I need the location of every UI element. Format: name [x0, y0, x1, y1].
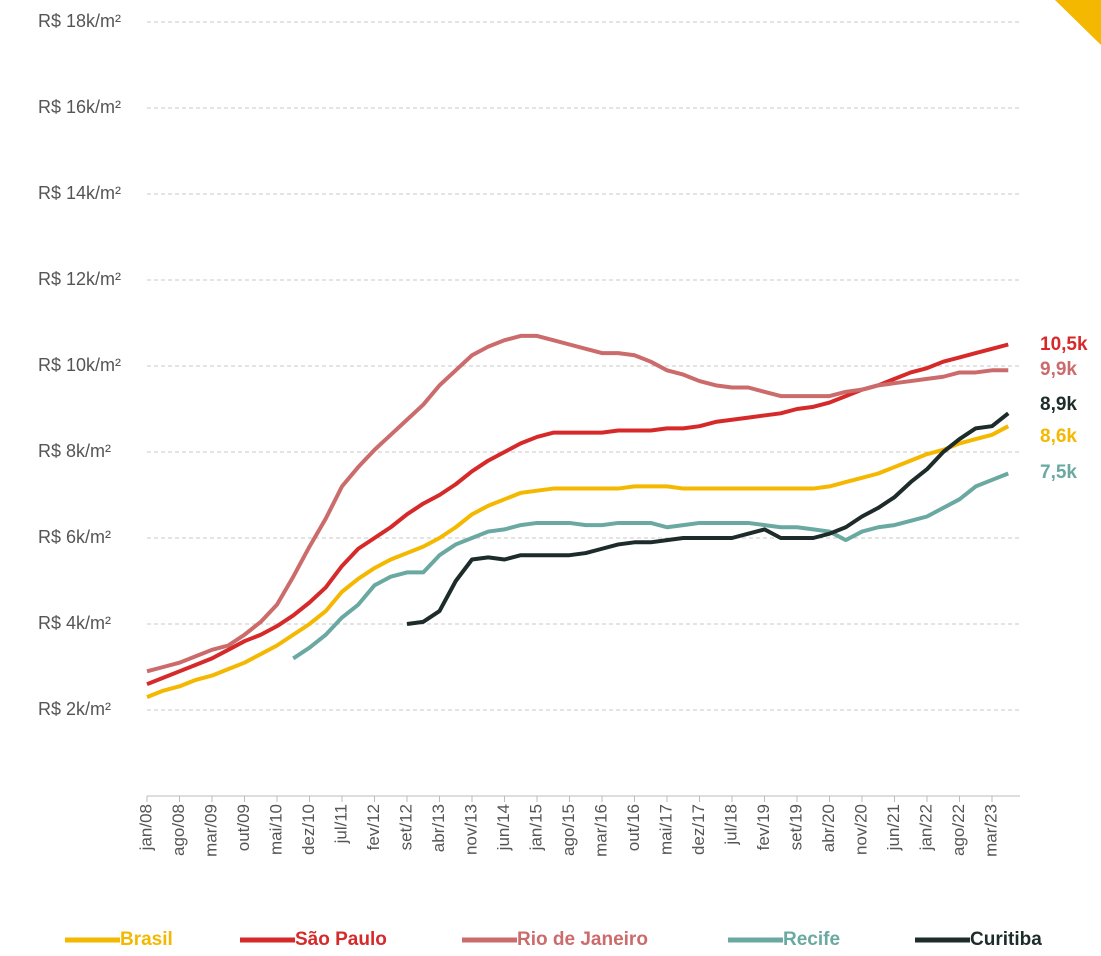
y-tick-label: R$ 4k/m²	[38, 613, 111, 633]
x-tick-label: jan/15	[526, 804, 545, 851]
x-tick-label: out/09	[234, 804, 253, 851]
x-tick-label: fev/19	[754, 804, 773, 850]
y-tick-label: R$ 12k/m²	[38, 269, 121, 289]
x-tick-label: nov/13	[461, 804, 480, 855]
x-tick-label: jan/08	[136, 804, 155, 851]
x-tick-label: mar/09	[201, 804, 220, 857]
legend-label: São Paulo	[295, 929, 387, 950]
x-tick-label: jan/22	[916, 804, 935, 851]
x-tick-label: set/12	[396, 804, 415, 850]
end-label: 9,9k	[1040, 359, 1077, 380]
corner-decoration	[1055, 0, 1101, 45]
x-tick-label: mar/16	[591, 804, 610, 857]
y-tick-label: R$ 2k/m²	[38, 699, 111, 719]
y-tick-label: R$ 16k/m²	[38, 97, 121, 117]
x-tick-label: abr/20	[819, 804, 838, 852]
series-line	[292, 471, 1009, 661]
x-tick-label: set/19	[786, 804, 805, 850]
legend-label: Curitiba	[970, 929, 1042, 950]
x-tick-label: fev/12	[364, 804, 383, 850]
x-tick-label: abr/13	[429, 804, 448, 852]
series-line	[146, 424, 1010, 699]
y-tick-label: R$ 8k/m²	[38, 441, 111, 461]
end-label: 7,5k	[1040, 462, 1077, 483]
x-tick-label: ago/15	[559, 804, 578, 856]
legend-label: Rio de Janeiro	[517, 929, 648, 950]
y-tick-label: R$ 18k/m²	[38, 11, 121, 31]
end-label: 10,5k	[1040, 334, 1088, 355]
x-tick-label: out/16	[624, 804, 643, 851]
y-tick-label: R$ 14k/m²	[38, 183, 121, 203]
legend-label: Recife	[783, 929, 840, 950]
x-tick-label: jun/21	[884, 804, 903, 851]
x-tick-label: ago/22	[949, 804, 968, 856]
series-line	[406, 411, 1010, 626]
end-label: 8,6k	[1040, 426, 1077, 447]
x-tick-label: nov/20	[851, 804, 870, 855]
series-line	[146, 342, 1009, 687]
legend-label: Brasil	[120, 929, 173, 950]
y-tick-label: R$ 10k/m²	[38, 355, 121, 375]
y-tick-label: R$ 6k/m²	[38, 527, 111, 547]
end-label: 8,9k	[1040, 394, 1077, 415]
x-tick-label: dez/17	[689, 804, 708, 855]
x-tick-label: mai/10	[266, 804, 285, 855]
x-tick-label: dez/10	[299, 804, 318, 855]
x-tick-label: jul/18	[721, 804, 740, 846]
x-tick-label: jul/11	[331, 804, 350, 844]
x-tick-label: jun/14	[494, 804, 513, 851]
x-tick-label: ago/08	[169, 804, 188, 856]
series-line	[146, 333, 1009, 674]
x-tick-label: mai/17	[656, 804, 675, 855]
x-tick-label: mar/23	[981, 804, 1000, 857]
